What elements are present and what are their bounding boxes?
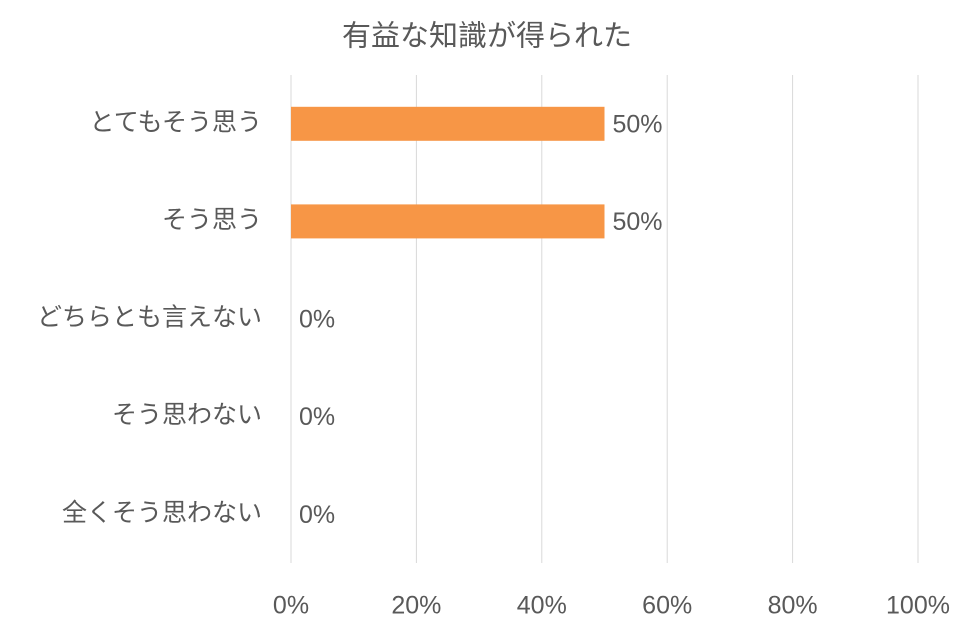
value-label: 0% [299,403,335,431]
chart-title: 有益な知識が得られた [342,20,632,53]
y-tick-label: 全くそう思わない [62,499,262,527]
y-tick-label: そう思わない [112,401,262,429]
value-label: 0% [299,501,335,529]
x-tick-label: 100% [886,592,950,620]
value-label: 0% [299,306,335,334]
value-label: 50% [613,110,663,138]
x-tick-label: 0% [273,592,309,620]
y-tick-label: そう思う [162,206,262,234]
value-label: 50% [613,208,663,236]
x-tick-label: 60% [642,592,692,620]
bar [291,204,605,239]
x-tick-label: 80% [768,592,818,620]
bar [291,106,605,141]
y-tick-label: どちらとも言えない [37,304,262,332]
y-tick-label: とてもそう思う [89,108,262,136]
x-tick-label: 20% [391,592,441,620]
x-tick-label: 40% [517,592,567,620]
